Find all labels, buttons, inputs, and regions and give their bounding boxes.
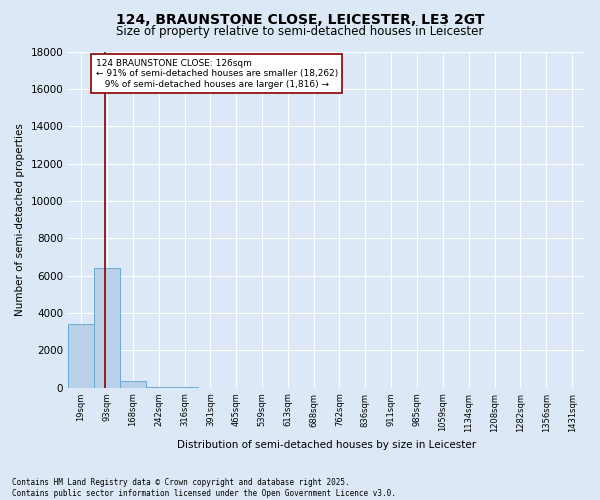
Text: 124, BRAUNSTONE CLOSE, LEICESTER, LE3 2GT: 124, BRAUNSTONE CLOSE, LEICESTER, LE3 2G…	[116, 12, 484, 26]
Bar	[146, 386, 172, 388]
X-axis label: Distribution of semi-detached houses by size in Leicester: Distribution of semi-detached houses by …	[177, 440, 476, 450]
Text: Size of property relative to semi-detached houses in Leicester: Size of property relative to semi-detach…	[116, 25, 484, 38]
Bar	[120, 381, 146, 388]
Bar	[68, 324, 94, 388]
Text: Contains HM Land Registry data © Crown copyright and database right 2025.
Contai: Contains HM Land Registry data © Crown c…	[12, 478, 396, 498]
Bar	[94, 268, 120, 388]
Y-axis label: Number of semi-detached properties: Number of semi-detached properties	[15, 123, 25, 316]
Text: 124 BRAUNSTONE CLOSE: 126sqm
← 91% of semi-detached houses are smaller (18,262)
: 124 BRAUNSTONE CLOSE: 126sqm ← 91% of se…	[95, 59, 338, 89]
